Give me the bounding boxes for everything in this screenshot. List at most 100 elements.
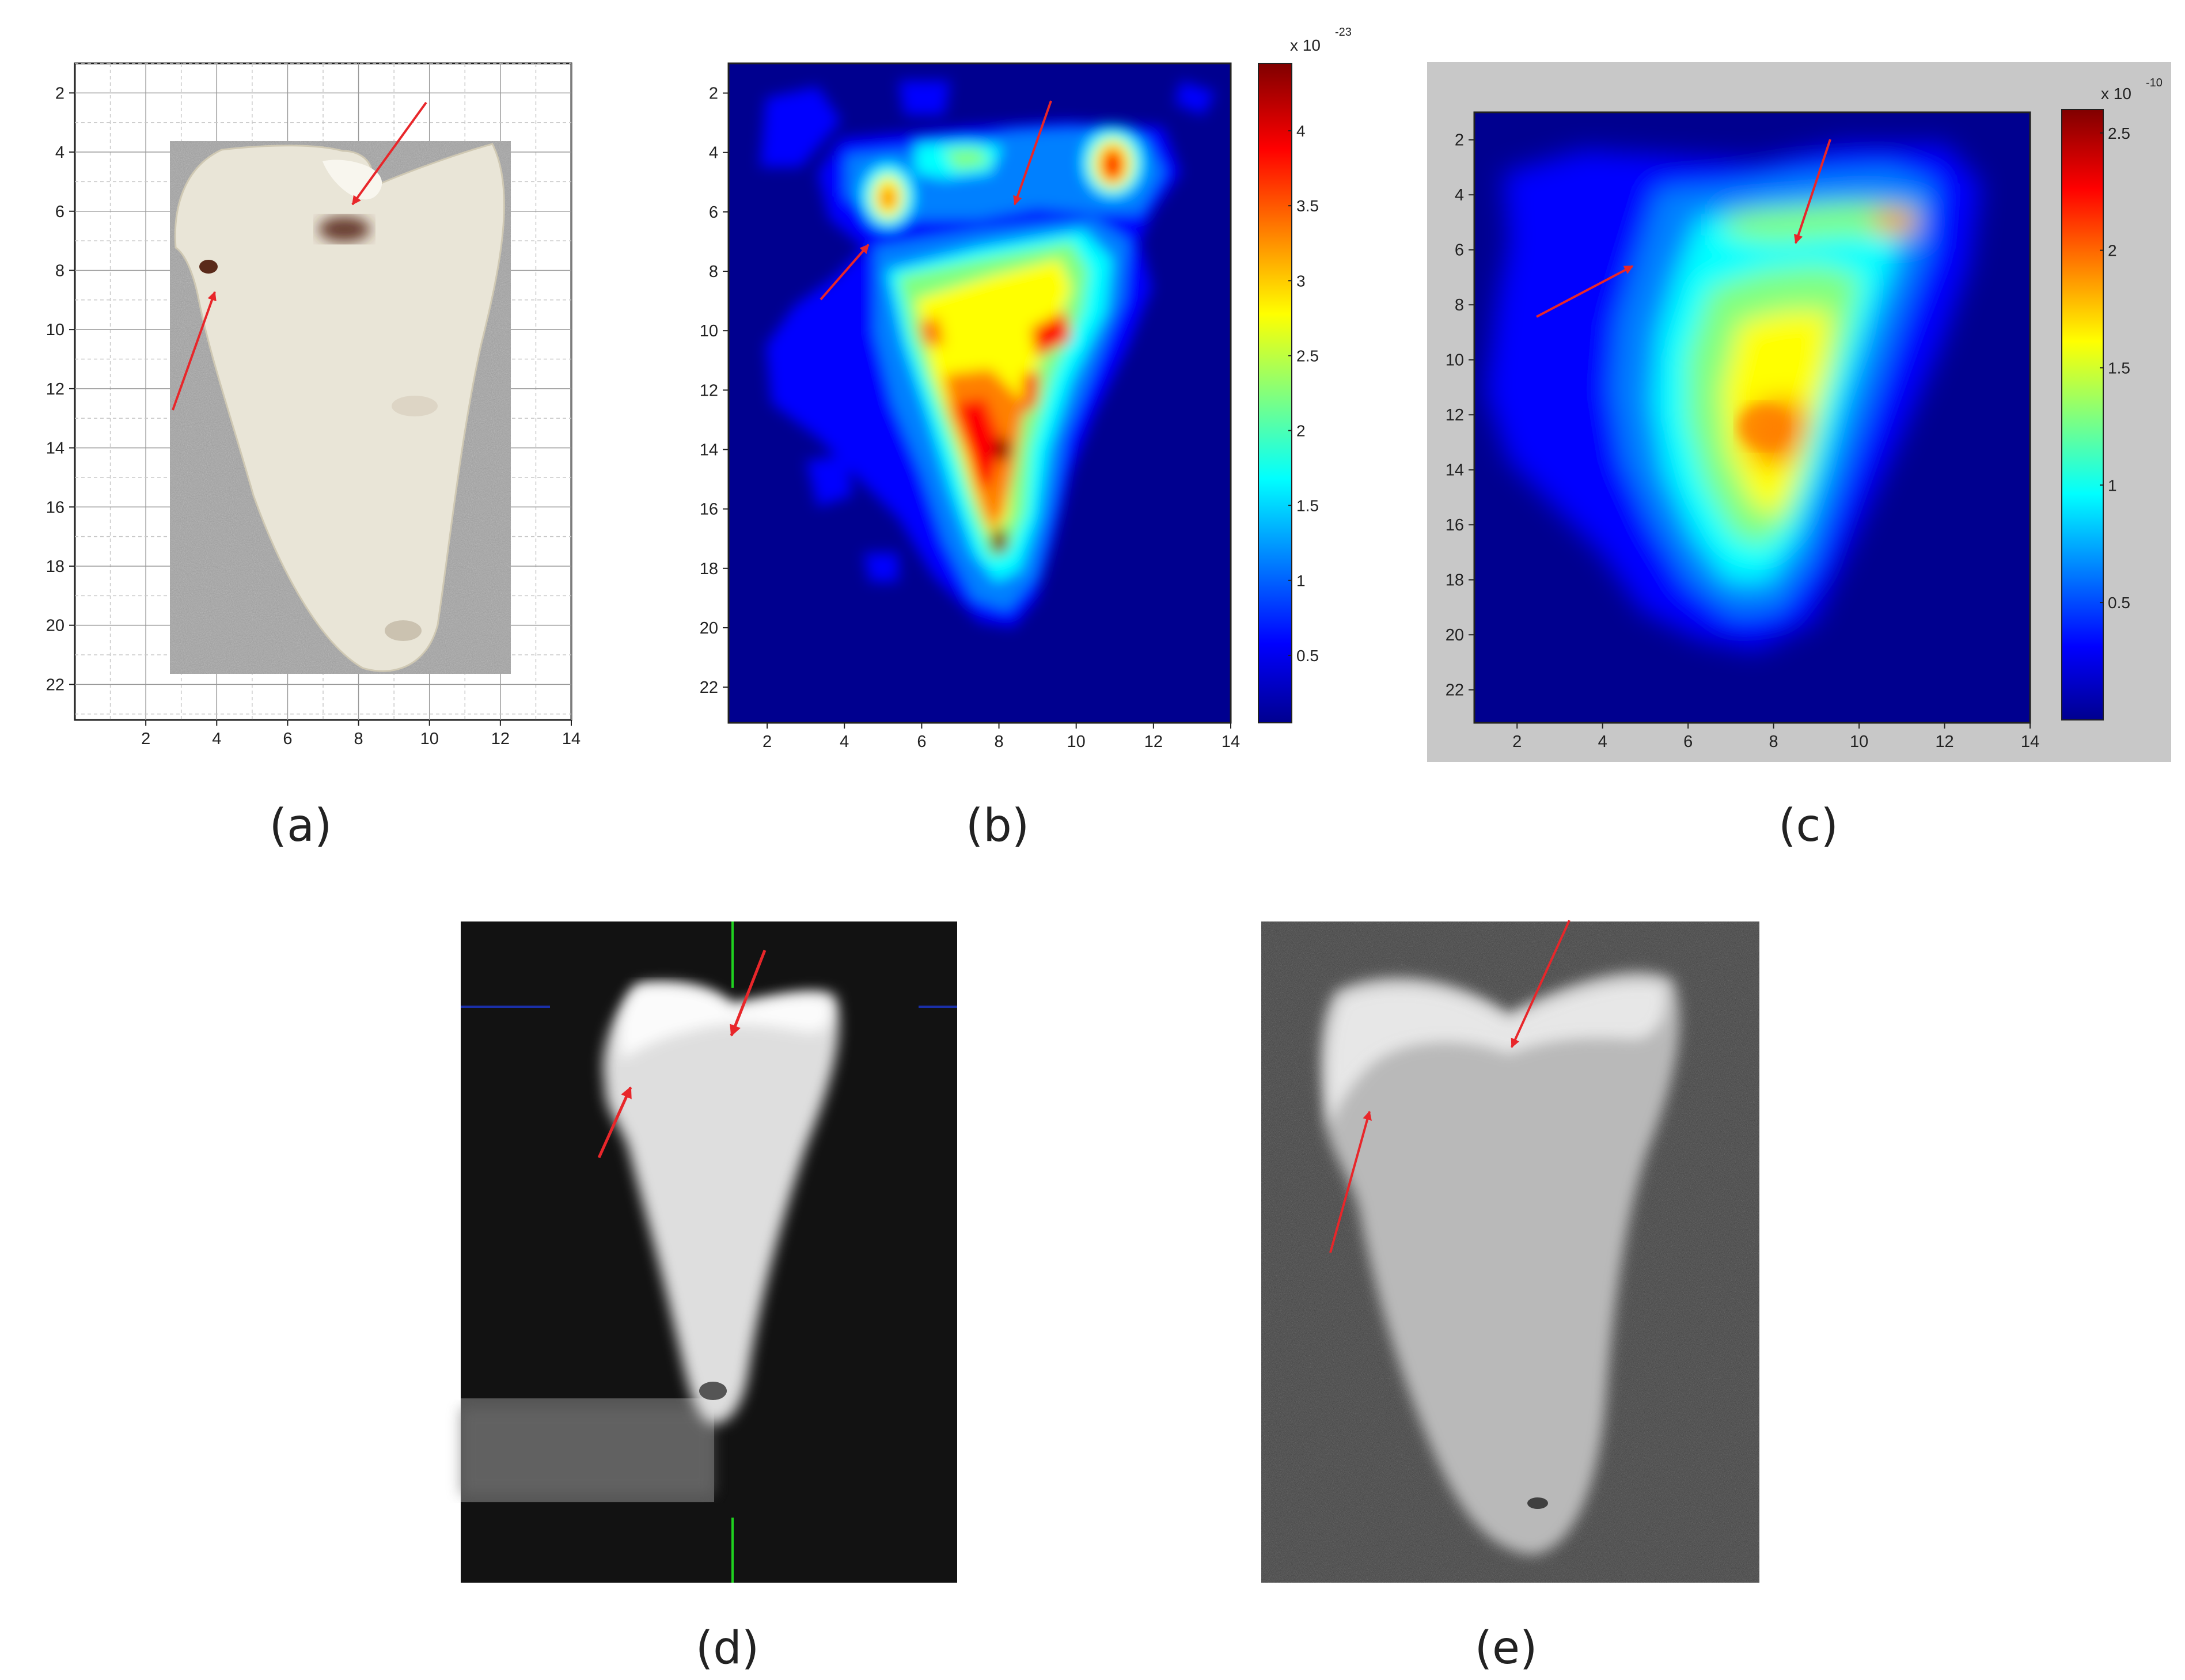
colorbar-tick-label: 2.5 xyxy=(1296,347,1319,365)
panel-c-y-tick-label: 2 xyxy=(1455,131,1464,150)
arrow-e-proximal xyxy=(1329,1110,1372,1253)
tooth-radiograph-d xyxy=(603,983,839,1424)
panel-b-x-tick-label: 10 xyxy=(1067,733,1086,751)
panel-a-y-tick-label: 2 xyxy=(55,84,65,103)
tooth-radiograph-e xyxy=(1321,971,1680,1555)
panel-c-ticks: 2 4 6 8 10 12 14 2 4 6 8 10 12 14 16 18 20 22 xyxy=(1446,131,2039,751)
panel-b-y-tick-label: 18 xyxy=(700,560,718,578)
panel-b-x-tick-label: 8 xyxy=(994,733,1003,751)
panel-b-y-tick-label: 6 xyxy=(709,203,718,222)
panel-b: 2 4 6 8 10 12 14 2 4 6 8 10 12 14 16 18 20 22 0.5 1 1.5 2 2.5… xyxy=(700,26,1352,751)
panel-e xyxy=(1261,920,1759,1583)
colorbar-b-ticks: 0.5 1 1.5 2 2.5 3 3.5 4 xyxy=(1288,122,1319,665)
panel-a-y-tick-label: 18 xyxy=(46,558,65,576)
heatmap-c-peak xyxy=(1738,404,1786,448)
panel-a-y-tick-label: 10 xyxy=(46,321,65,339)
panel-c-y-tick-label: 12 xyxy=(1446,406,1464,424)
panel-c: 2 4 6 8 10 12 14 2 4 6 8 10 12 14 16 18 20 22 0.5 1 1.5 2 2.5… xyxy=(1427,62,2171,762)
colorbar-b-multiplier: x 10 xyxy=(1290,36,1321,54)
panel-c-x-tick-label: 6 xyxy=(1683,733,1693,751)
panel-b-y-tick-label: 10 xyxy=(700,322,718,340)
panel-c-x-tick-label: 12 xyxy=(1935,733,1953,751)
panel-b-y-tick-label: 4 xyxy=(709,144,718,162)
colorbar-tick-label: 0.5 xyxy=(1296,647,1319,665)
colorbar-tick-label: 3 xyxy=(1296,272,1306,290)
panel-c-y-tick-label: 22 xyxy=(1446,681,1464,700)
tooth-radiograph-e-canal xyxy=(1527,1497,1548,1509)
panel-c-x-tick-label: 10 xyxy=(1850,733,1868,751)
colorbar-c-exponent: -10 xyxy=(2146,77,2163,89)
panel-a-ticks: 2 4 6 8 10 12 14 2 4 6 8 10 12 14 16 18 20 22 xyxy=(46,84,581,748)
colorbar-tick-label: 2.5 xyxy=(2108,124,2130,142)
panel-b-ticks: 2 4 6 8 10 12 14 2 4 6 8 10 12 14 16 18 20 22 xyxy=(700,85,1240,751)
arrow-d-occlusal xyxy=(730,950,767,1037)
panel-b-y-tick-label: 12 xyxy=(700,381,718,400)
lesion-stain-occlusal xyxy=(318,217,370,242)
panel-a-x-tick-label: 14 xyxy=(562,730,581,748)
panel-c-y-tick-label: 4 xyxy=(1455,186,1464,204)
panel-b-x-tick-label: 14 xyxy=(1222,733,1240,751)
heatmap-c-axes xyxy=(1473,111,2031,724)
panel-c-y-tick-label: 14 xyxy=(1446,461,1464,480)
colorbar-c-ticks: 0.5 1 1.5 2 2.5 xyxy=(2100,124,2130,612)
panel-b-y-tick-label: 16 xyxy=(700,500,718,519)
panel-a-x-tick-label: 6 xyxy=(283,730,292,748)
panel-a-y-tick-label: 4 xyxy=(55,143,65,162)
arrow-e-occlusal xyxy=(1511,920,1571,1048)
panel-a-y-tick-label: 16 xyxy=(46,498,65,517)
panel-a-y-tick-label: 12 xyxy=(46,380,65,399)
heatmap-b-axes xyxy=(727,62,1232,724)
tooth-root-shade xyxy=(385,620,422,641)
panel-c-y-tick-label: 10 xyxy=(1446,351,1464,370)
panel-a-x-tick-label: 2 xyxy=(141,730,150,748)
arrow-c-proximal xyxy=(1536,265,1634,318)
tooth-radiograph-d-enamel xyxy=(620,985,831,1060)
lesion-stain-proximal xyxy=(199,260,218,274)
panel-a-x-tick-label: 8 xyxy=(354,730,363,748)
panel-c-y-tick-label: 8 xyxy=(1455,296,1464,314)
panel-d xyxy=(461,921,957,1583)
colorbar-b xyxy=(1258,63,1292,723)
colorbar-c-multiplier: x 10 xyxy=(2101,85,2131,103)
panel-c-y-tick-label: 16 xyxy=(1446,516,1464,534)
panel-c-y-tick-label: 20 xyxy=(1446,626,1464,644)
panel-a-y-tick-label: 6 xyxy=(55,203,65,221)
tooth-shade xyxy=(392,396,438,416)
panel-b-x-tick-label: 2 xyxy=(763,733,772,751)
colorbar-tick-label: 3.5 xyxy=(1296,197,1319,215)
panel-a-y-tick-label: 14 xyxy=(46,439,65,458)
caption-d: (d) xyxy=(696,1622,759,1674)
colorbar-tick-label: 1.5 xyxy=(1296,497,1319,515)
tooth-radiograph-d-canal xyxy=(699,1382,727,1400)
panel-a-y-tick-label: 8 xyxy=(55,261,65,280)
arrow-c-occlusal xyxy=(1793,139,1831,244)
panel-b-y-tick-label: 14 xyxy=(700,441,718,459)
caption-b: (b) xyxy=(966,800,1029,852)
caption-c: (c) xyxy=(1778,800,1838,852)
panel-c-y-tick-label: 6 xyxy=(1455,241,1464,260)
arrow-b-occlusal xyxy=(1013,100,1052,206)
panel-c-y-tick-label: 18 xyxy=(1446,571,1464,590)
colorbar-tick-label: 1 xyxy=(1296,572,1306,590)
panel-c-x-tick-label: 8 xyxy=(1769,733,1778,751)
colorbar-c xyxy=(2061,109,2104,720)
arrow-occlusal-lesion xyxy=(351,101,427,206)
panel-a-x-tick-label: 12 xyxy=(491,730,510,748)
panel-a-y-tick-label: 20 xyxy=(46,617,65,635)
panel-c-x-tick-label: 2 xyxy=(1512,733,1522,751)
caption-a: (a) xyxy=(270,800,332,852)
panel-b-y-tick-label: 8 xyxy=(709,263,718,281)
panel-c-x-tick-label: 4 xyxy=(1598,733,1607,751)
colorbar-tick-label: 1.5 xyxy=(2108,359,2130,377)
heatmap-c-field xyxy=(1486,144,1981,651)
caption-e: (e) xyxy=(1475,1622,1538,1674)
panel-a: 2 4 6 8 10 12 14 2 4 6 8 10 12 14 16 18 20 22 xyxy=(46,62,581,748)
panel-b-x-tick-label: 4 xyxy=(840,733,849,751)
colorbar-tick-label: 2 xyxy=(2108,242,2117,260)
panel-b-x-tick-label: 12 xyxy=(1144,733,1163,751)
colorbar-tick-label: 0.5 xyxy=(2108,594,2130,612)
panel-c-x-tick-label: 14 xyxy=(2021,733,2039,751)
colorbar-tick-label: 2 xyxy=(1296,422,1306,440)
arrow-proximal-lesion xyxy=(172,291,217,411)
